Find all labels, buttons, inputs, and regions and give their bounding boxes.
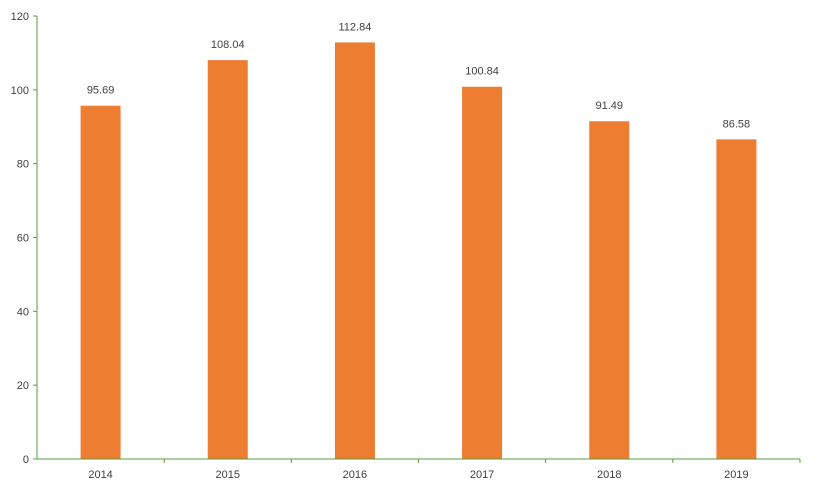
bar-2015 bbox=[207, 60, 248, 459]
x-tick-label-2015: 2015 bbox=[216, 469, 240, 481]
bar-2019 bbox=[716, 139, 757, 460]
y-axis-ticks: 0 20 40 60 80 100 120 bbox=[11, 11, 37, 466]
x-tick-label-2019: 2019 bbox=[724, 469, 748, 481]
bar-2018 bbox=[589, 121, 630, 459]
data-label-2015: 108.04 bbox=[211, 39, 245, 51]
y-tick-label: 60 bbox=[17, 233, 29, 245]
data-label-2018: 91.49 bbox=[595, 100, 623, 112]
y-tick-label: 100 bbox=[11, 85, 29, 97]
data-labels: 95.69 108.04 112.84 100.84 91.49 86.58 bbox=[87, 21, 750, 130]
bar-2017 bbox=[462, 86, 503, 459]
data-label-2014: 95.69 bbox=[87, 85, 115, 97]
bars bbox=[80, 42, 757, 460]
y-tick-label: 80 bbox=[17, 159, 29, 171]
y-tick-label: 120 bbox=[11, 11, 29, 23]
data-label-2016: 112.84 bbox=[339, 21, 372, 33]
x-tick-label-2017: 2017 bbox=[470, 469, 494, 481]
x-tick-label-2016: 2016 bbox=[343, 469, 367, 481]
x-tick-label-2014: 2014 bbox=[88, 469, 112, 481]
y-tick-label: 20 bbox=[17, 380, 29, 392]
x-tick-label-2018: 2018 bbox=[597, 469, 621, 481]
bar-2014 bbox=[80, 105, 121, 459]
x-axis-ticks: 2014 2015 2016 2017 2018 2019 bbox=[88, 459, 801, 481]
data-label-2019: 86.58 bbox=[723, 118, 751, 130]
data-label-2017: 100.84 bbox=[465, 66, 499, 78]
y-tick-label: 0 bbox=[23, 454, 29, 466]
y-tick-label: 40 bbox=[17, 306, 29, 318]
bar-2016 bbox=[334, 42, 375, 459]
